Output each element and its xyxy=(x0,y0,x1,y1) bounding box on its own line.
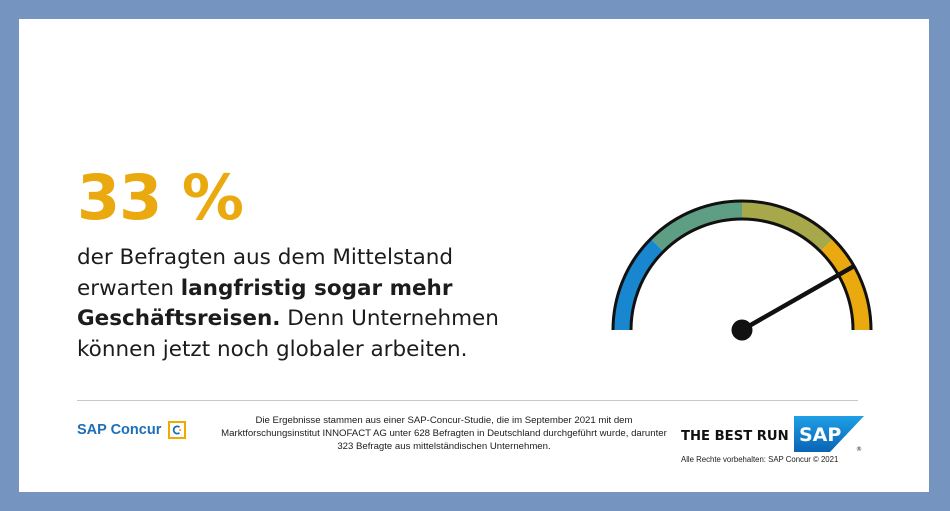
copyright-notice: Alle Rechte vorbehalten: SAP Concur © 20… xyxy=(681,455,839,464)
gauge-segment xyxy=(651,202,743,251)
gauge-segment xyxy=(821,239,870,331)
headline-stat: 33 % xyxy=(77,161,244,234)
gauge-segment xyxy=(741,202,833,251)
headline-line-4: können jetzt noch globaler arbeiten. xyxy=(77,336,468,362)
gauge-hub xyxy=(731,319,753,341)
study-disclaimer: Die Ergebnisse stammen aus einer SAP-Con… xyxy=(221,415,667,452)
infographic-card: 33 % der Befragten aus dem Mittelstand e… xyxy=(19,19,929,492)
headline-line-3: Geschäftsreisen. Denn Unternehmen xyxy=(77,306,499,331)
gauge-outer-arc xyxy=(611,199,873,331)
svg-text:SAP: SAP xyxy=(799,424,841,446)
gauge-inner-arc xyxy=(629,217,855,331)
concur-c-icon xyxy=(168,421,187,439)
sap-concur-wordmark: SAP Concur xyxy=(77,422,162,438)
headline-line-1: der Befragten aus dem Mittelstand xyxy=(77,245,454,270)
sap-concur-logo: SAP Concur xyxy=(77,421,187,439)
headline-line-2: erwarten langfristig sogar mehr xyxy=(77,275,453,301)
gauge-segment xyxy=(614,239,663,331)
svg-text:®: ® xyxy=(856,446,862,452)
headline-text: der Befragten aus dem Mittelstand erwart… xyxy=(77,243,547,365)
best-run-tagline: THE BEST RUN xyxy=(681,429,789,444)
footer-divider xyxy=(77,400,858,401)
sap-logo: SAP ® xyxy=(794,416,864,452)
gauge-graphic xyxy=(611,199,873,341)
gauge-needle xyxy=(739,264,856,333)
